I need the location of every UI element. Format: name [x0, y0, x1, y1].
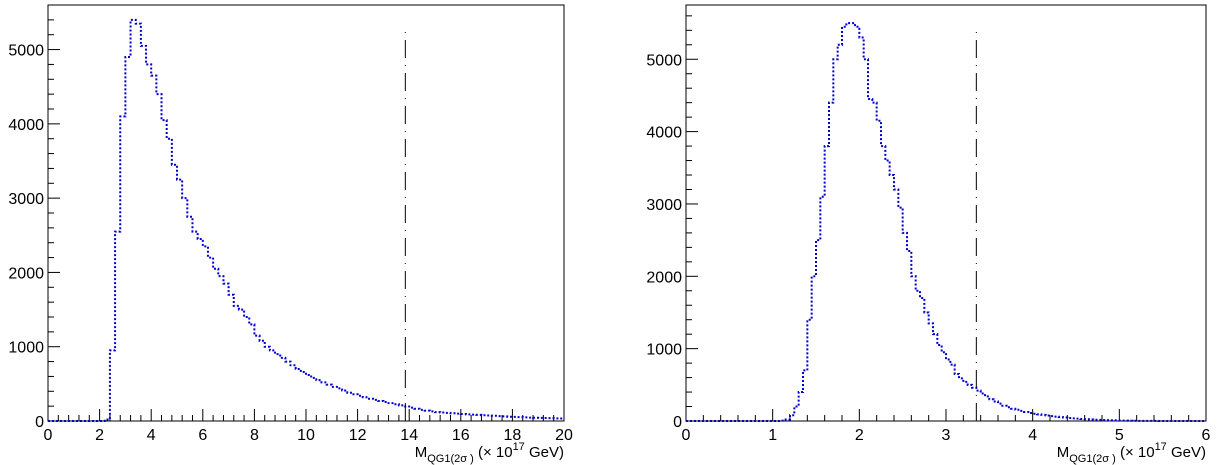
y-tick-label: 0	[673, 414, 682, 431]
x-tick-label: 6	[198, 427, 207, 444]
y-tick-label: 1000	[646, 342, 682, 359]
x-tick-label: 1	[768, 427, 777, 444]
x-tick-label: 20	[555, 427, 573, 444]
x-tick-label: 4	[1028, 427, 1037, 444]
x-tick-label: 4	[147, 427, 156, 444]
y-tick-label: 0	[35, 414, 44, 431]
x-tick-label: 2	[95, 427, 104, 444]
x-tick-label: 14	[400, 427, 418, 444]
x-axis-title: MQG1(2σ ) (× 1017 GeV)	[415, 441, 564, 465]
x-tick-label: 0	[44, 427, 53, 444]
y-tick-label: 2000	[8, 265, 44, 282]
x-axis-title: MQG1(2σ ) (× 1017 GeV)	[1057, 441, 1206, 465]
x-tick-label: 18	[504, 427, 522, 444]
y-tick-label: 5000	[646, 52, 682, 69]
histogram-left-svg: 0 2 4 6 8 10 12 14 16 18 20 0 1000 2000 3000 4000 5000 MQ…	[8, 4, 573, 465]
x-tick-label: 5	[1115, 427, 1124, 444]
histogram-right-svg: 0 1 2 3 4 5 6 0 1000 2000 3000 4000 5000 MQG1(2σ ) (×…	[646, 4, 1211, 465]
x-tick-label: 8	[250, 427, 259, 444]
histogram-right: 0 1 2 3 4 5 6 0 1000 2000 3000 4000 5000 MQG1(2σ ) (×…	[636, 0, 1219, 465]
x-tick-label: 0	[682, 427, 691, 444]
y-tick-label: 5000	[8, 43, 44, 60]
y-tick-label: 1000	[8, 340, 44, 357]
y-tick-label: 4000	[8, 117, 44, 134]
histogram-left: 0 2 4 6 8 10 12 14 16 18 20 0 1000 2000 3000 4000 5000 MQ…	[0, 0, 575, 465]
y-tick-label: 3000	[8, 191, 44, 208]
histogram-series-line	[48, 18, 564, 422]
y-tick-label: 3000	[646, 197, 682, 214]
x-tick-label: 10	[297, 427, 315, 444]
histogram-series-line	[686, 22, 1206, 422]
x-tick-label: 2	[855, 427, 864, 444]
x-tick-label: 12	[349, 427, 367, 444]
x-tick-label: 16	[452, 427, 470, 444]
x-tick-label: 3	[942, 427, 951, 444]
y-tick-label: 2000	[646, 269, 682, 286]
y-tick-label: 4000	[646, 125, 682, 142]
plot-frame	[47, 4, 565, 422]
x-tick-label: 6	[1202, 427, 1211, 444]
